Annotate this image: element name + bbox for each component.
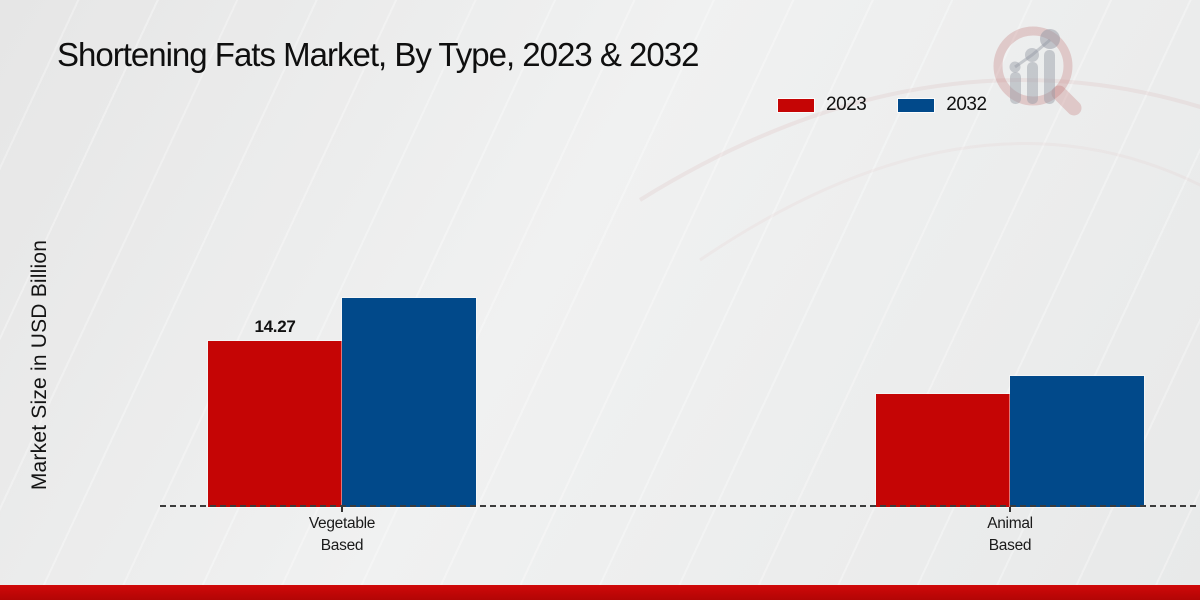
category-label-animal-based: Animal Based [987, 515, 1033, 554]
legend-label-2032: 2032 [946, 94, 987, 115]
x-axis-baseline [160, 505, 1196, 507]
bar-2023-animal-based [876, 394, 1010, 507]
legend-swatch-2032 [898, 98, 935, 112]
bar-2032-animal-based [1010, 376, 1144, 507]
legend-item-2023: 2023 [778, 94, 867, 116]
legend-label-2023: 2023 [826, 94, 867, 115]
legend-swatch-2023 [778, 98, 814, 112]
category-label-vegetable-based: Vegetable Based [308, 515, 376, 554]
bar-2023-vegetable-based [208, 341, 342, 507]
chart-title: Shortening Fats Market, By Type, 2023 & … [57, 36, 699, 73]
x-axis-tick [1009, 507, 1011, 512]
x-axis-tick [341, 507, 343, 512]
magnifier-bar-chart-logo-icon [993, 26, 1082, 116]
legend: 2023 2032 [778, 94, 987, 116]
bar-2032-vegetable-based [342, 298, 476, 507]
footer-accent-bar [0, 585, 1200, 600]
legend-item-2032: 2032 [898, 94, 987, 116]
bar-value-label: 14.27 [254, 317, 296, 336]
